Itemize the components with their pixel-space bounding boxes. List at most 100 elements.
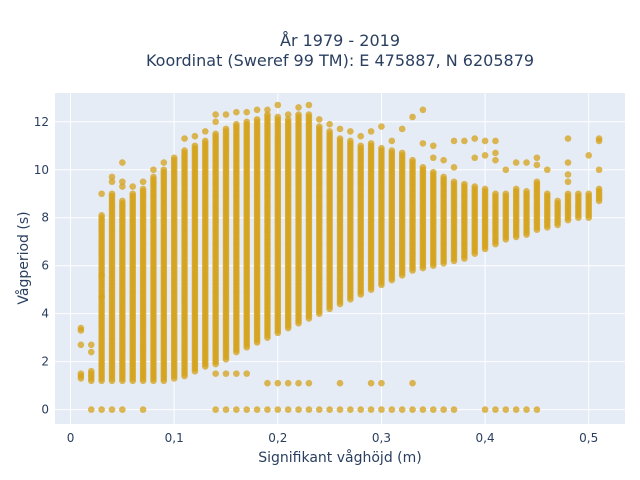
data-point: [315, 116, 323, 123]
data-point: [575, 190, 582, 198]
data-point: [212, 111, 219, 118]
data-point: [450, 406, 458, 413]
data-point: [139, 185, 147, 193]
data-point: [502, 190, 510, 198]
data-point: [264, 406, 271, 413]
data-point: [481, 137, 489, 145]
data-point: [191, 132, 199, 140]
data-point: [533, 154, 541, 162]
data-point: [523, 159, 530, 166]
data-point: [98, 212, 105, 219]
data-point: [129, 183, 137, 190]
y-axis-title: Vågperiod (s): [15, 211, 32, 304]
y-tick-label: 8: [41, 211, 49, 225]
data-point: [461, 137, 468, 145]
data-point: [212, 130, 219, 138]
data-point: [253, 406, 261, 413]
data-point: [492, 149, 499, 157]
data-point: [543, 190, 551, 198]
data-point: [98, 271, 105, 279]
data-point: [512, 406, 520, 413]
data-point: [450, 178, 458, 186]
data-point: [429, 142, 437, 150]
data-point: [429, 168, 437, 176]
data-point: [108, 406, 116, 413]
data-point: [419, 164, 427, 171]
x-tick-label: 0,1: [165, 431, 184, 445]
data-point: [274, 101, 282, 109]
data-point: [274, 113, 282, 121]
data-point: [119, 197, 126, 205]
scatter-points: [77, 101, 603, 413]
y-tick-label: 0: [41, 403, 49, 417]
x-tick-label: 0: [67, 431, 75, 445]
y-tick-label: 12: [34, 115, 49, 129]
data-point: [264, 379, 271, 387]
data-point: [295, 406, 302, 413]
data-point: [264, 111, 271, 118]
data-point: [108, 178, 116, 186]
data-point: [481, 406, 489, 413]
data-point: [564, 159, 572, 166]
data-point: [119, 178, 126, 186]
data-point: [305, 379, 313, 387]
x-tick-label: 0,5: [579, 431, 598, 445]
data-point: [108, 173, 116, 181]
chart-title-line-2: Koordinat (Sweref 99 TM): E 475887, N 62…: [146, 51, 534, 70]
data-point: [481, 185, 489, 193]
data-point: [564, 190, 572, 198]
data-point: [595, 166, 603, 174]
data-point: [233, 370, 240, 377]
data-point: [326, 406, 333, 413]
data-point: [295, 379, 302, 387]
data-point: [98, 293, 105, 301]
data-point: [409, 156, 416, 164]
data-point: [243, 118, 251, 126]
data-point: [398, 149, 406, 157]
data-point: [315, 406, 323, 413]
data-point: [233, 406, 240, 413]
data-point: [87, 367, 95, 375]
data-point: [222, 406, 230, 413]
data-point: [564, 178, 572, 186]
data-point: [222, 111, 230, 118]
data-point: [492, 406, 499, 413]
data-point: [419, 406, 427, 413]
data-point: [212, 406, 219, 413]
data-point: [295, 111, 302, 118]
data-point: [398, 406, 406, 413]
data-point: [119, 406, 126, 413]
data-point: [243, 108, 251, 116]
data-point: [523, 188, 530, 195]
chart-title-line-1: År 1979 - 2019: [280, 31, 400, 50]
data-point: [461, 180, 468, 188]
y-tick-label: 2: [41, 355, 49, 369]
data-point: [191, 142, 199, 150]
data-point: [502, 406, 510, 413]
data-point: [326, 120, 333, 128]
data-point: [201, 128, 209, 135]
data-point: [129, 190, 137, 198]
data-point: [543, 166, 551, 174]
data-point: [450, 137, 458, 145]
data-point: [357, 142, 365, 150]
data-point: [284, 116, 292, 123]
data-point: [233, 108, 240, 116]
data-point: [295, 104, 302, 111]
data-point: [284, 111, 292, 118]
data-point: [222, 370, 230, 377]
data-point: [429, 406, 437, 413]
data-point: [264, 106, 271, 114]
data-point: [533, 161, 541, 169]
data-point: [119, 159, 126, 166]
data-point: [440, 156, 447, 164]
data-point: [378, 406, 385, 413]
data-point: [357, 132, 365, 140]
data-point: [253, 106, 261, 114]
data-point: [181, 147, 188, 154]
data-point: [150, 173, 157, 181]
data-point: [471, 135, 479, 142]
data-point: [409, 379, 416, 387]
y-tick-labels: 0 2 4 6 8 10 12: [34, 115, 49, 417]
